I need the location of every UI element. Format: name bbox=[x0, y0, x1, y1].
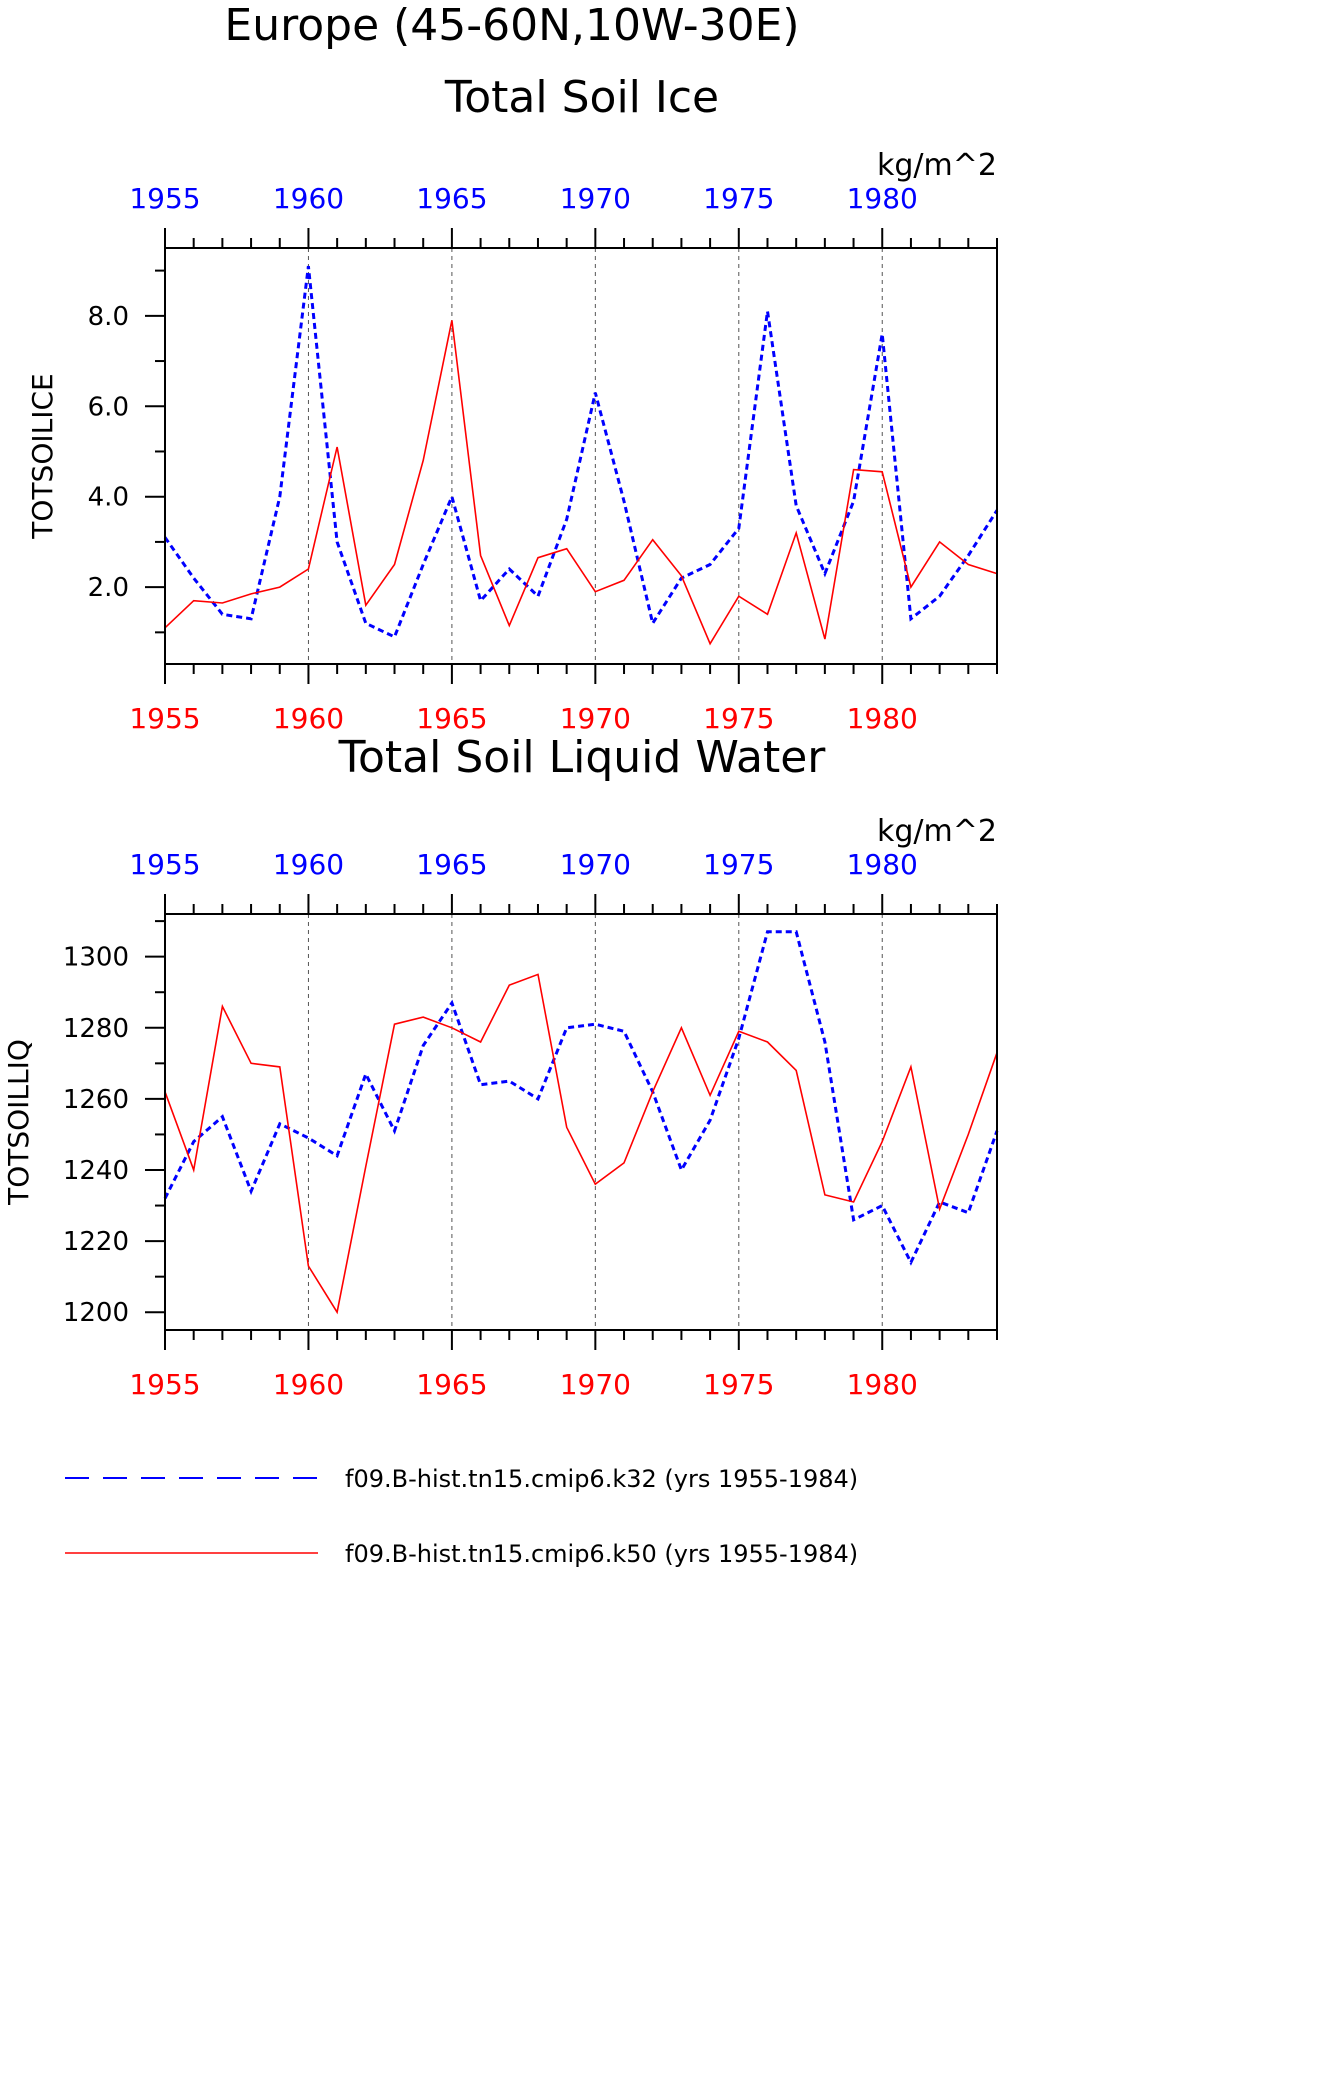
panel-2: Total Soil Liquid Water kg/m^2 1955 1955 196… bbox=[2, 732, 999, 1401]
y-tick-label: 6.0 bbox=[88, 392, 129, 422]
y-tick-label: 1220 bbox=[63, 1227, 129, 1257]
x-tick-label-bottom: 1975 bbox=[703, 702, 774, 735]
series-line-k50 bbox=[164, 973, 998, 1315]
units-label: kg/m^2 bbox=[877, 148, 997, 183]
x-tick-label-bottom: 1960 bbox=[273, 702, 344, 735]
x-tick-label-top: 1960 bbox=[273, 182, 344, 215]
legend-label: f09.B-hist.tn15.cmip6.k50 (yrs 1955-1984… bbox=[345, 1540, 858, 1568]
y-axis-label: TOTSOILLIQ bbox=[2, 1039, 35, 1206]
x-tick-label-bottom: 1965 bbox=[416, 702, 487, 735]
series-line-k32 bbox=[163, 265, 999, 639]
x-tick-label-top: 1970 bbox=[560, 848, 631, 881]
x-tick-label-top: 1975 bbox=[703, 848, 774, 881]
x-tick-label-top: 1975 bbox=[703, 182, 774, 215]
figure-title: Europe (45-60N,10W-30E) bbox=[224, 0, 799, 51]
x-tick-label-top: 1965 bbox=[416, 182, 487, 215]
y-tick-label: 1240 bbox=[63, 1156, 129, 1186]
chart-figure: Europe (45-60N,10W-30E) Total Soil Ice kg… bbox=[2, 0, 999, 1568]
x-tick-label-top: 1980 bbox=[847, 848, 918, 881]
x-tick-label-bottom: 1960 bbox=[273, 1368, 344, 1401]
x-tick-label-top: 1955 bbox=[129, 182, 200, 215]
panel-1: Total Soil Ice kg/m^2 1955 1955 1960 1960 1965… bbox=[26, 72, 999, 735]
plot-frame bbox=[164, 913, 998, 1331]
y-tick-label: 8.0 bbox=[88, 302, 129, 332]
panel-title: Total Soil Liquid Water bbox=[338, 732, 827, 783]
x-tick-label-bottom: 1970 bbox=[560, 1368, 631, 1401]
legend: f09.B-hist.tn15.cmip6.k32 (yrs 1955-1984… bbox=[65, 1465, 858, 1568]
y-tick-label: 1300 bbox=[63, 943, 129, 973]
x-tick-label-top: 1965 bbox=[416, 848, 487, 881]
panel-title: Total Soil Ice bbox=[444, 72, 719, 123]
plot-frame bbox=[164, 247, 998, 665]
y-tick-label: 1200 bbox=[63, 1298, 129, 1328]
x-tick-label-bottom: 1955 bbox=[129, 1368, 200, 1401]
y-axis-label: TOTSOILICE bbox=[26, 373, 59, 539]
units-label: kg/m^2 bbox=[877, 814, 997, 849]
x-tick-label-bottom: 1975 bbox=[703, 1368, 774, 1401]
x-tick-label-bottom: 1980 bbox=[847, 1368, 918, 1401]
x-tick-label-bottom: 1965 bbox=[416, 1368, 487, 1401]
y-tick-label: 1260 bbox=[63, 1085, 129, 1115]
x-tick-label-top: 1960 bbox=[273, 848, 344, 881]
x-tick-label-bottom: 1955 bbox=[129, 702, 200, 735]
x-tick-label-top: 1955 bbox=[129, 848, 200, 881]
series-line-k32 bbox=[163, 930, 999, 1266]
y-tick-label: 2.0 bbox=[88, 573, 129, 603]
y-tick-label: 1280 bbox=[63, 1014, 129, 1044]
series-line-k50 bbox=[164, 320, 998, 646]
x-tick-label-top: 1970 bbox=[560, 182, 631, 215]
legend-label: f09.B-hist.tn15.cmip6.k32 (yrs 1955-1984… bbox=[345, 1465, 858, 1493]
y-tick-label: 4.0 bbox=[88, 483, 129, 513]
x-tick-label-top: 1980 bbox=[847, 182, 918, 215]
x-tick-label-bottom: 1980 bbox=[847, 702, 918, 735]
x-tick-label-bottom: 1970 bbox=[560, 702, 631, 735]
